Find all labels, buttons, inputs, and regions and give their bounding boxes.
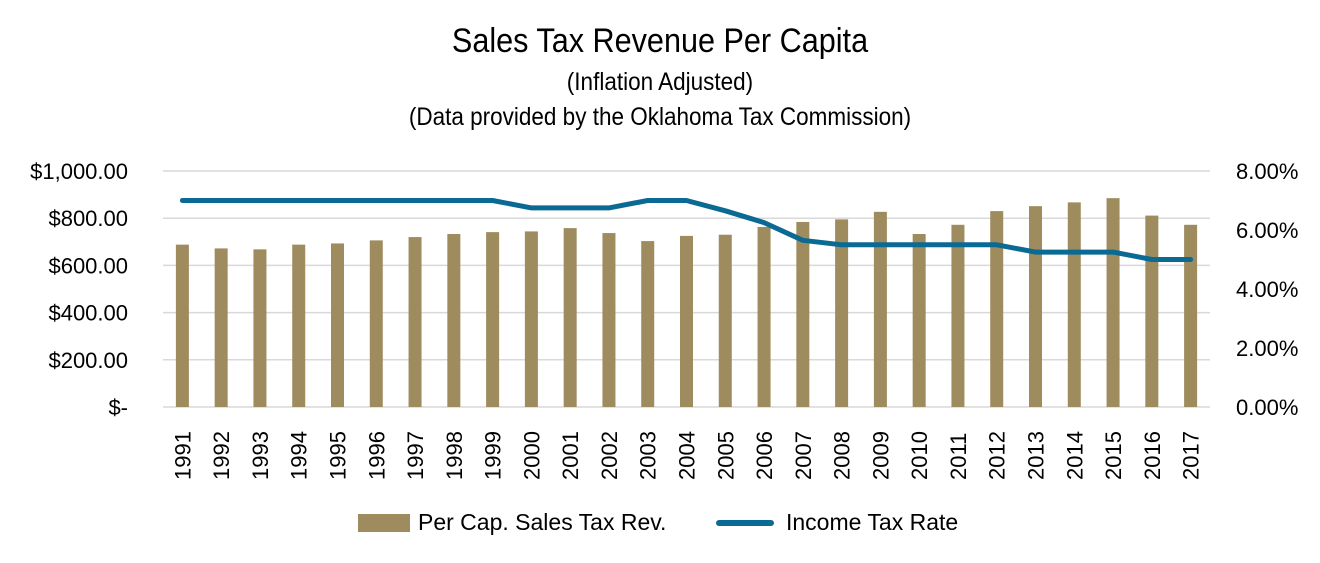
bar [1029,206,1042,407]
legend-line-swatch [716,519,774,526]
x-axis-tick-label: 2016 [1140,431,1165,480]
bar [331,243,344,407]
income-tax-rate-line [179,198,1194,262]
x-axis-tick-label: 2006 [752,431,777,480]
bar [524,231,538,407]
bar [408,237,422,407]
bar [757,226,771,407]
x-axis-tick-label: 1994 [287,431,312,480]
bar [369,240,383,407]
x-axis-tick-label: 2013 [1024,431,1049,480]
left-axis-tick-label: $400.00 [48,301,128,326]
legend-item-sales-tax: Per Cap. Sales Tax Rev. [358,509,666,536]
x-axis-tick-label: 2000 [519,431,544,480]
right-axis-tick-label: 0.00% [1236,395,1298,420]
legend-label-income-tax: Income Tax Rate [786,509,959,535]
x-axis-tick-label: 1998 [442,431,467,480]
chart-title: Sales Tax Revenue Per Capita [451,22,869,60]
right-axis-tick-label: 6.00% [1236,218,1298,243]
x-axis-tick-label: 1992 [209,431,234,480]
x-axis-tick-label: 2011 [946,433,971,480]
x-axis-tick-label: 1997 [403,431,428,480]
bar [1067,202,1081,407]
x-axis-tick-label: 2004 [675,431,700,480]
bar [912,234,926,407]
chart-subtitle: (Inflation Adjusted) [566,68,754,96]
x-axis-tick-label: 2009 [868,431,893,480]
legend-label-sales-tax: Per Cap. Sales Tax Rev. [418,509,667,535]
bar [253,249,267,407]
legend-item-income-tax: Income Tax Rate [716,509,958,536]
x-axis-tick-label: 2010 [907,431,932,480]
bar [563,228,577,407]
bar [951,224,965,407]
left-axis-tick-label: $600.00 [48,253,128,278]
bar [835,219,849,407]
x-axis-tick-label: 2002 [597,431,622,480]
right-axis-tick-label: 2.00% [1236,336,1298,361]
bar [1184,224,1198,407]
left-axis-tick-label: $- [108,395,128,420]
x-axis-tick-label: 2008 [830,431,855,480]
x-axis-tick-label: 2005 [713,431,738,480]
x-axis-tick-label: 1995 [326,431,351,480]
bar [175,244,189,407]
bar [990,211,1004,407]
bar [873,211,887,407]
x-axis-tick-label: 1996 [364,431,389,480]
x-axis-tick-label: 1999 [481,431,506,480]
left-axis-tick-label: $1,000.00 [30,159,128,184]
x-axis-tick-label: 2014 [1062,431,1087,480]
x-axis-tick-label: 2001 [558,431,583,480]
x-axis-tick-label: 1991 [170,431,195,480]
left-axis-tick-label: $800.00 [48,206,128,231]
chart-source-note: (Data provided by the Oklahoma Tax Commi… [408,103,912,131]
legend-bar-swatch [358,513,410,532]
x-axis-tick-label: 2007 [791,431,816,480]
x-axis-tick-label: 2003 [636,431,661,480]
bar [602,233,616,407]
x-axis-tick-label: 2015 [1101,431,1126,480]
right-axis-tick-label: 8.00% [1236,159,1298,184]
right-axis-tick-label: 4.00% [1236,277,1298,302]
x-axis-tick-label: 2012 [985,431,1010,480]
x-axis-tick-label: 2017 [1179,431,1204,480]
bar [796,221,810,407]
bar [1145,215,1159,407]
bar [486,232,500,407]
bar [680,235,693,407]
bar [718,234,732,407]
left-axis-tick-label: $200.00 [48,348,128,373]
x-axis-tick-label: 1993 [248,431,273,480]
bar [447,234,461,407]
chart-plot: $- $200.00 $400.00 $600.00 $800.00 $1,000.00 0… [30,159,1298,480]
bar [641,241,655,407]
bar [292,244,306,407]
bar [214,248,228,407]
bar [1106,198,1120,407]
